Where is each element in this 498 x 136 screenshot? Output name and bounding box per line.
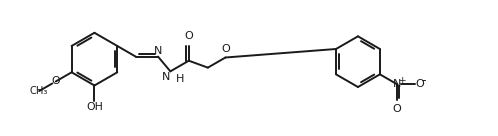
Text: -: - <box>422 74 426 87</box>
Text: O: O <box>221 44 230 54</box>
Text: O: O <box>416 79 425 89</box>
Text: O: O <box>392 104 401 114</box>
Text: N: N <box>161 72 170 82</box>
Text: N: N <box>154 46 162 56</box>
Text: +: + <box>398 76 406 85</box>
Text: H: H <box>175 74 184 84</box>
Text: N: N <box>393 79 401 89</box>
Text: O: O <box>184 31 193 41</box>
Text: O: O <box>51 76 60 86</box>
Text: OH: OH <box>86 102 103 112</box>
Text: CH₃: CH₃ <box>30 86 48 96</box>
